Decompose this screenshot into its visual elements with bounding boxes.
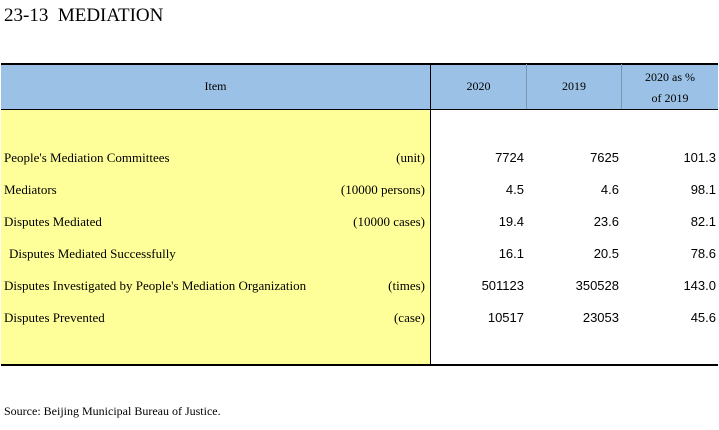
table-cell-2019: 23.6 <box>593 214 619 229</box>
table-cell-pct: 143.0 <box>683 278 716 293</box>
header-pct-line2: of 2019 <box>651 91 689 105</box>
table-cell-2020: 7724 <box>495 150 524 165</box>
header-divider-2019-pct <box>621 64 622 109</box>
table-bottom-rule <box>1 364 718 366</box>
table-row-label: People's Mediation Committees <box>4 150 170 165</box>
table-cell-pct: 82.1 <box>690 214 716 229</box>
table-cell-pct: 101.3 <box>683 150 716 165</box>
table-row-label: Disputes Mediated Successfully <box>9 246 176 261</box>
table-cell-2019: 20.5 <box>593 246 619 261</box>
table-cell-2019: 4.6 <box>600 182 619 197</box>
table-row-unit: (case) <box>393 310 425 325</box>
header-divider-2020-2019 <box>526 64 527 109</box>
table-cell-2020: 501123 <box>481 278 524 293</box>
header-2019: 2019 <box>562 79 586 93</box>
table-cell-2020: 10517 <box>487 310 524 325</box>
table-cell-2020: 16.1 <box>498 246 524 261</box>
table-row-label: Disputes Mediated <box>4 214 102 229</box>
table-cell-pct: 98.1 <box>690 182 716 197</box>
label-column-background <box>1 109 431 364</box>
header-bottom-rule <box>1 109 718 110</box>
table-row-label: Disputes Prevented <box>4 310 105 325</box>
header-item: Item <box>204 79 227 93</box>
label-column-divider <box>430 64 431 364</box>
table-row-label: Disputes Investigated by People's Mediat… <box>4 278 307 293</box>
header-pct-line1: 2020 as % <box>645 70 695 84</box>
table-cell-2019: 23053 <box>582 310 619 325</box>
table-header-background <box>1 64 718 109</box>
table-row-unit: (10000 persons) <box>340 182 425 197</box>
table-cell-2020: 19.4 <box>498 214 524 229</box>
table-cell-pct: 78.6 <box>690 246 716 261</box>
table-row-unit: (10000 cases) <box>353 214 425 229</box>
table-top-rule <box>1 63 718 65</box>
table-row-label: Mediators <box>4 182 57 197</box>
table-cell-2019: 7625 <box>590 150 619 165</box>
table-cell-2019: 350528 <box>575 278 619 293</box>
header-2020: 2020 <box>466 79 491 93</box>
source-note: Source: Beijing Municipal Bureau of Just… <box>4 404 221 418</box>
table-cell-pct: 45.6 <box>690 310 716 325</box>
page-title: 23-13 MEDIATION <box>4 5 164 26</box>
table-cell-2020: 4.5 <box>505 182 524 197</box>
table-row-unit: (times) <box>388 278 425 293</box>
table-row-unit: (unit) <box>396 150 425 165</box>
